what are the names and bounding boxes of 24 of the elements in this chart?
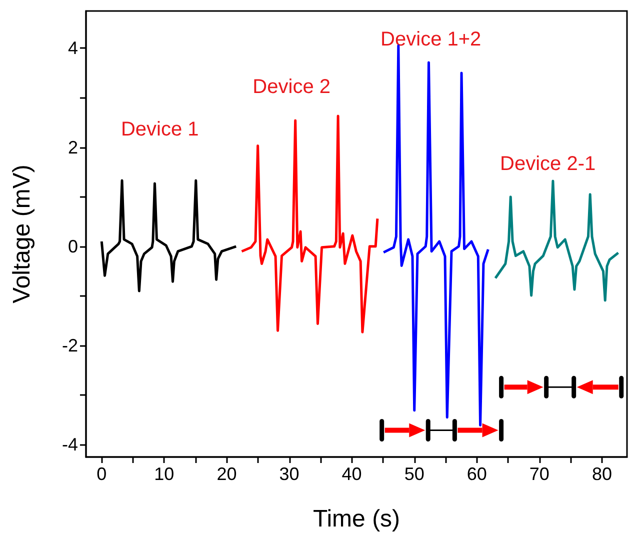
line-series xyxy=(100,179,238,292)
x-tick-label: 30 xyxy=(279,464,300,484)
y-tick-label: 4 xyxy=(68,38,78,58)
text: Device 1 xyxy=(120,118,199,140)
y-tick-label: -2 xyxy=(62,336,78,356)
y-tick-label: -4 xyxy=(62,434,78,455)
y-tick-label: 2 xyxy=(68,137,78,158)
line-series xyxy=(240,114,379,334)
x-tick-label: 50 xyxy=(404,464,424,484)
line-series xyxy=(494,180,620,302)
series-label: Device 2 xyxy=(252,76,330,98)
x-tick-label: 20 xyxy=(216,464,237,484)
y-tick-label: 0 xyxy=(68,236,78,256)
x-axis-title: Time (s) xyxy=(312,506,400,532)
x-tick-label: 10 xyxy=(154,464,174,484)
x-tick-label: 60 xyxy=(466,464,487,484)
x-tick-label: 70 xyxy=(529,464,550,484)
x-tick-label: 80 xyxy=(592,464,612,484)
x-tick-label: 0 xyxy=(96,464,107,484)
series-label: Device 1+2 xyxy=(380,28,482,51)
series-label: Device 2-1 xyxy=(500,152,596,175)
line-series xyxy=(382,44,490,427)
y-axis-title: Voltage (mV) xyxy=(8,164,36,304)
x-tick-label: 40 xyxy=(342,464,362,484)
